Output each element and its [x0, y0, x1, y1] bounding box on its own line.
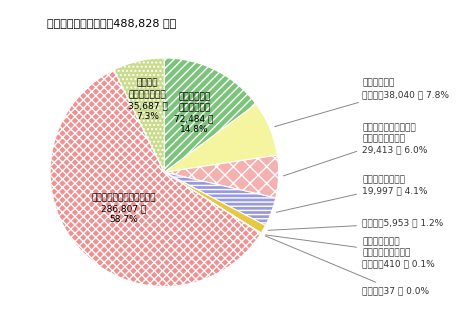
Text: その他の
産業（合計）、
35,687 人
7.3%: その他の 産業（合計）、 35,687 人 7.3% [128, 79, 167, 121]
Text: （全産業の研究者数：488,828 人）: （全産業の研究者数：488,828 人） [48, 18, 176, 28]
Wedge shape [164, 58, 256, 172]
Text: その他の製造業（合計）、
286,807 人
58.7%: その他の製造業（合計）、 286,807 人 58.7% [91, 193, 156, 224]
Wedge shape [164, 172, 261, 234]
Wedge shape [114, 58, 164, 172]
Text: 情報通信機械
器具製造業、
72,484 人
14.8%: 情報通信機械 器具製造業、 72,484 人 14.8% [175, 92, 214, 134]
Wedge shape [164, 172, 266, 233]
Text: 情報サービス業、
19,997 人 4.1%: 情報サービス業、 19,997 人 4.1% [276, 176, 427, 212]
Wedge shape [50, 70, 261, 287]
Wedge shape [164, 172, 261, 234]
Text: 電気機械器具
製造業、38,040 人 7.8%: 電気機械器具 製造業、38,040 人 7.8% [274, 79, 449, 127]
Text: インターネット
附随・その他の情報
通信業、410 人 0.1%: インターネット 附随・その他の情報 通信業、410 人 0.1% [266, 235, 435, 268]
Text: 放送業、37 人 0.0%: 放送業、37 人 0.0% [265, 236, 429, 295]
Wedge shape [164, 104, 277, 172]
Text: 電子部品・デバイス・
電子回路製造業、
29,413 人 6.0%: 電子部品・デバイス・ 電子回路製造業、 29,413 人 6.0% [284, 123, 427, 176]
Wedge shape [164, 172, 276, 225]
Text: 通信業、5,953 人 1.2%: 通信業、5,953 人 1.2% [268, 219, 443, 230]
Wedge shape [164, 155, 279, 198]
